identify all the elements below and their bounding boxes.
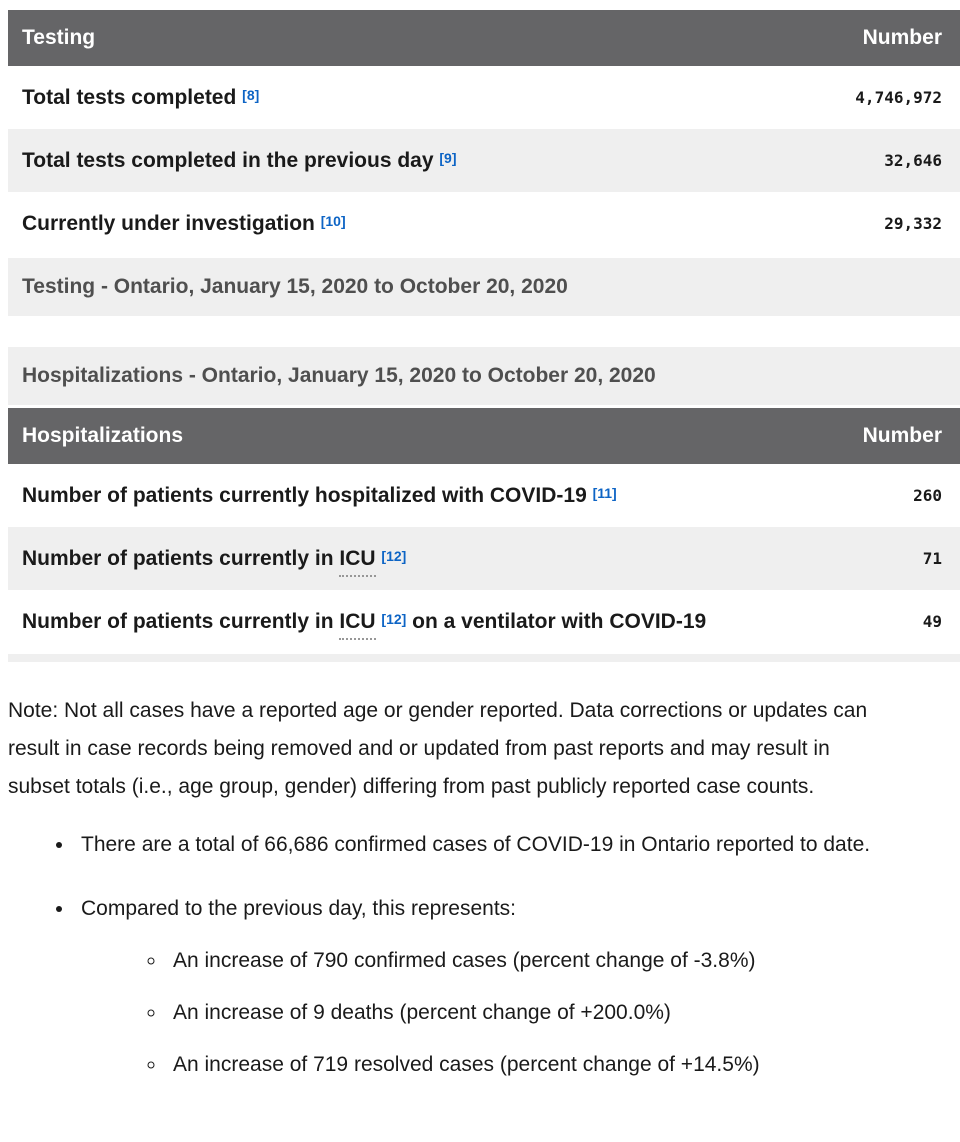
row-label: Total tests completed in the previous da… [22, 147, 884, 174]
sub-bullet-item: An increase of 719 resolved cases (perce… [167, 1046, 952, 1084]
hospitalizations-table-header-row: Hospitalizations Number [8, 408, 960, 464]
row-label: Number of patients currently in ICU [12] [22, 545, 923, 577]
row-value: 32,646 [884, 151, 942, 170]
footnote-ref-12[interactable]: [12] [381, 548, 407, 564]
abbr-icu[interactable]: ICU [339, 547, 376, 577]
bullet-text: Compared to the previous day, this repre… [81, 897, 517, 920]
bullet-item: Compared to the previous day, this repre… [75, 890, 952, 1084]
hospitalizations-table-caption: Hospitalizations - Ontario, January 15, … [8, 347, 960, 405]
table-bottom-strip [8, 654, 960, 662]
table-row: Number of patients currently in ICU [12]… [8, 590, 960, 653]
bullet-text: There are a total of 66,686 confirmed ca… [81, 833, 871, 856]
row-label-text: Total tests completed [22, 86, 237, 109]
testing-table-number-header: Number [862, 26, 942, 49]
row-label-text: Number of patients currently in [22, 610, 334, 633]
row-value: 260 [913, 486, 942, 505]
table-row: Currently under investigation [10] 29,33… [8, 192, 960, 255]
summary-list: There are a total of 66,686 confirmed ca… [8, 826, 952, 1084]
row-label: Number of patients currently hospitalize… [22, 482, 913, 509]
row-label: Number of patients currently in ICU [12]… [22, 608, 923, 640]
row-value: 4,746,972 [855, 88, 942, 107]
table-row: Total tests completed [8] 4,746,972 [8, 66, 960, 129]
footnote-ref-11[interactable]: [11] [592, 485, 617, 501]
note-paragraph: Note: Not all cases have a reported age … [8, 699, 868, 798]
row-label-text: Number of patients currently hospitalize… [22, 484, 587, 507]
row-label-text: on a ventilator with COVID-19 [412, 610, 707, 633]
sub-bullet-item: An increase of 790 confirmed cases (perc… [167, 942, 952, 980]
row-label-text: Number of patients currently in [22, 547, 334, 570]
testing-table-caption: Testing - Ontario, January 15, 2020 to O… [8, 258, 960, 316]
row-value: 29,332 [884, 214, 942, 233]
row-label: Total tests completed [8] [22, 84, 855, 111]
abbr-icu[interactable]: ICU [339, 610, 376, 640]
row-value: 71 [922, 549, 942, 568]
hospitalizations-table-number-header: Number [862, 424, 942, 447]
section-gap [8, 316, 960, 347]
row-value: 49 [922, 612, 942, 631]
hospitalizations-table: Hospitalizations - Ontario, January 15, … [8, 347, 960, 662]
bullet-item: There are a total of 66,686 confirmed ca… [75, 826, 952, 864]
row-label: Currently under investigation [10] [22, 210, 884, 237]
footnote-ref-10[interactable]: [10] [320, 213, 346, 229]
testing-table-title: Testing [22, 26, 96, 49]
table-row: Total tests completed in the previous da… [8, 129, 960, 192]
hospitalizations-table-title: Hospitalizations [22, 424, 184, 447]
testing-table-header-row: Testing Number [8, 10, 960, 66]
table-row: Number of patients currently hospitalize… [8, 464, 960, 527]
table-row: Number of patients currently in ICU [12]… [8, 527, 960, 590]
footnote-ref-12[interactable]: [12] [381, 611, 407, 627]
footnote-ref-8[interactable]: [8] [242, 87, 260, 103]
sub-bullet-item: An increase of 9 deaths (percent change … [167, 994, 952, 1032]
row-label-text: Total tests completed in the previous da… [22, 149, 434, 172]
summary-sublist: An increase of 790 confirmed cases (perc… [81, 942, 952, 1084]
row-label-text: Currently under investigation [22, 212, 315, 235]
testing-table: Testing Number Total tests completed [8]… [8, 10, 960, 316]
footnote-ref-9[interactable]: [9] [439, 150, 457, 166]
